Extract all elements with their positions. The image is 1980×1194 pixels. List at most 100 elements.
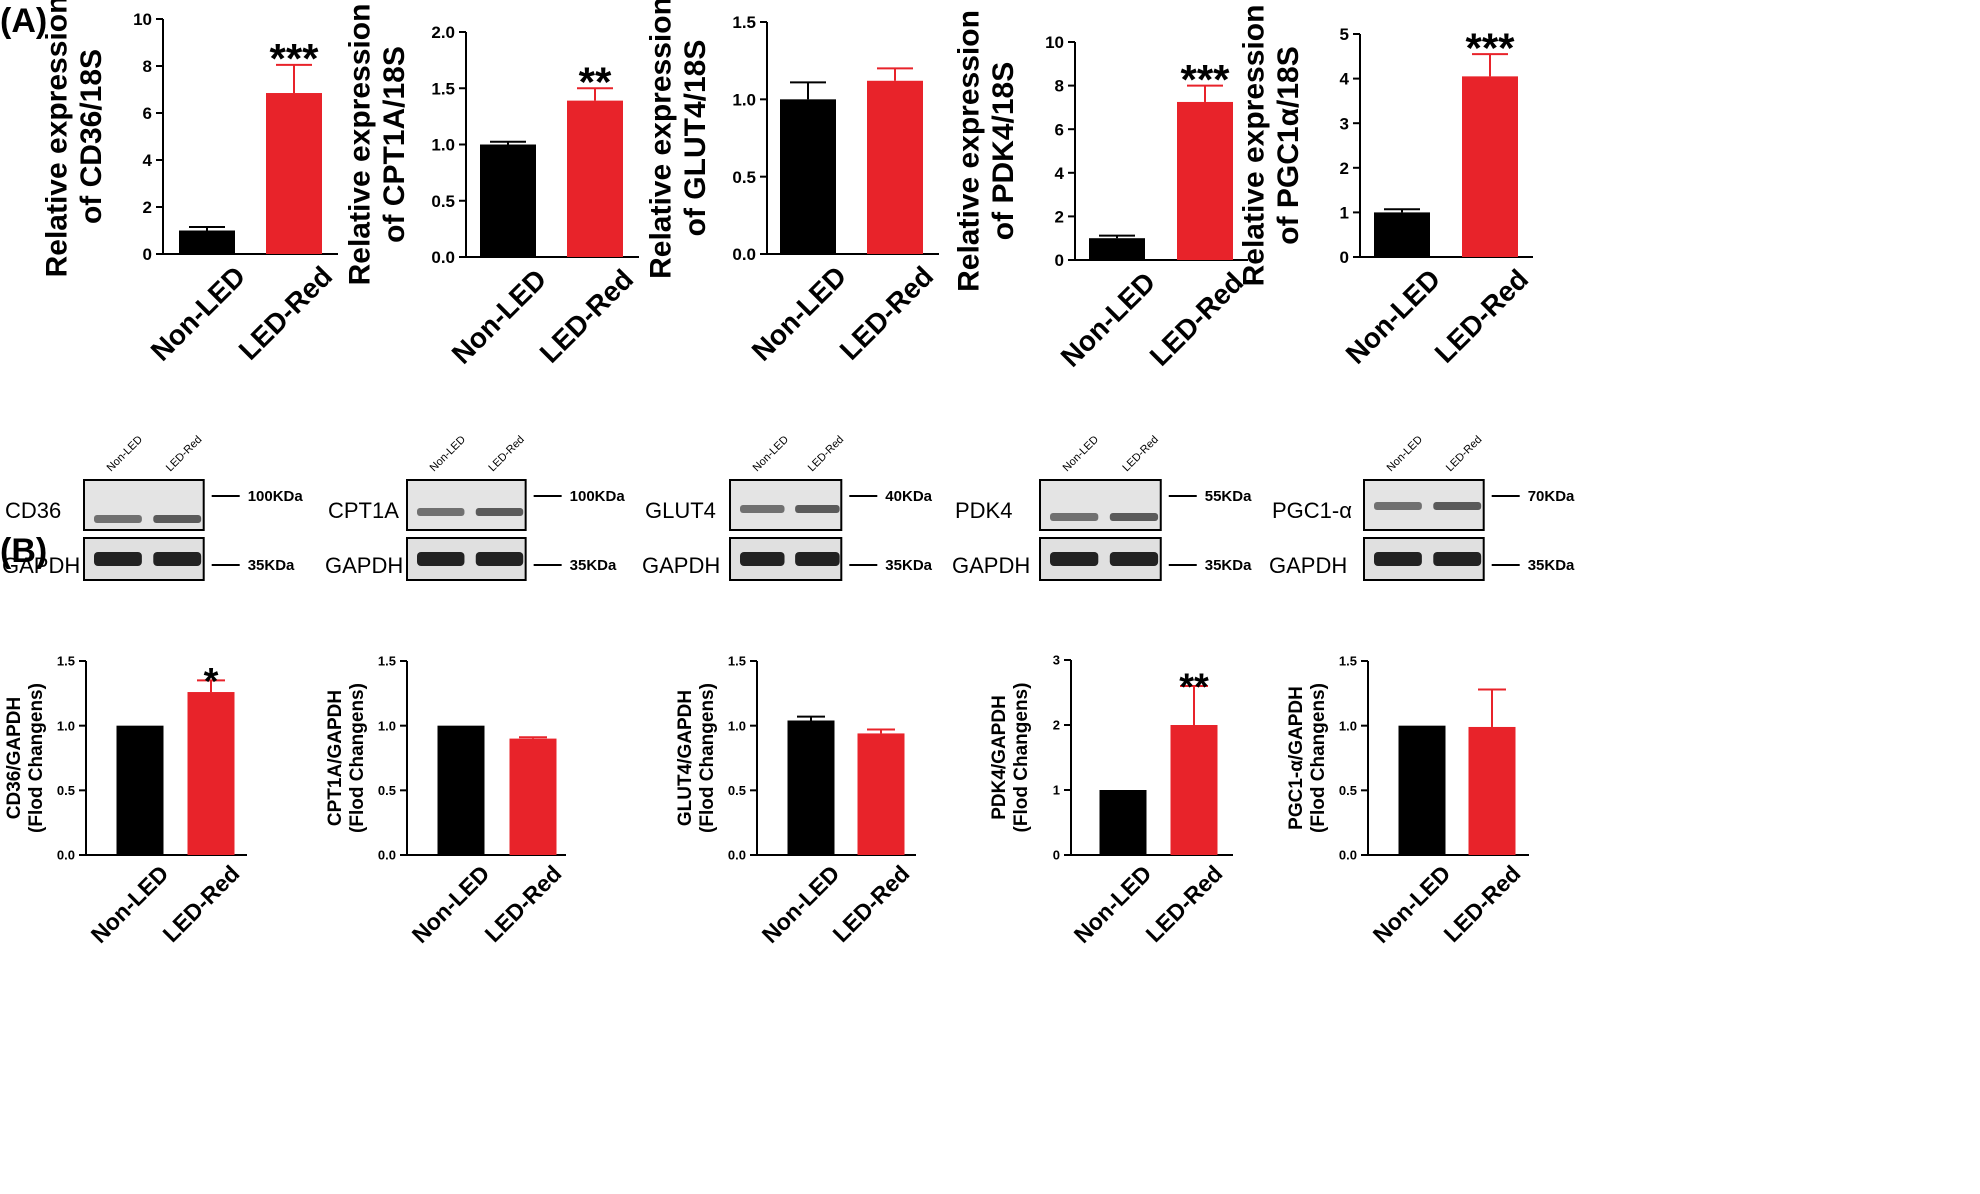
a3-y-tick-label: 0.5 — [732, 168, 756, 187]
b5-bar-led-red — [1468, 726, 1516, 855]
blot-protein-box — [406, 479, 527, 531]
a5-y-tick-label: 5 — [1340, 25, 1349, 44]
blot-loading-band — [1433, 552, 1482, 566]
a2-y-tick-label: 1.5 — [431, 79, 455, 98]
a4-bar-led-red — [1177, 101, 1233, 260]
b5-x-tick-label: LED-Red — [1438, 860, 1525, 947]
blot-5: Non-LED LED-Red PGC1-α GAPDH 70KDa 35KDa — [1269, 434, 1575, 581]
blot-loading-band — [1109, 552, 1159, 566]
b2-y-tick-label: 1.0 — [378, 718, 396, 733]
b4-chart: 0 1 2 3 PDK4/GAPDH(Flod Changens) Non-LEDLED-… — [989, 653, 1233, 948]
b5-bar-non-led — [1398, 725, 1446, 855]
b4-x-tick-label: Non-LED — [1069, 860, 1157, 948]
a2-y-tick-label: 2.0 — [431, 23, 455, 42]
b2-y-tick-label: 0.0 — [378, 848, 396, 863]
a4-y-label: Relative expressionof PDK4/18S — [953, 10, 1021, 292]
blot-protein-name: PGC1-α — [1272, 498, 1352, 523]
b2-bar-led-red — [509, 738, 557, 855]
a2-y-tick-label: 0.0 — [431, 248, 455, 267]
blot-loading-kda: 35KDa — [1205, 557, 1252, 574]
a4-chart: 0 2 4 6 8 10 Relative expressionof PDK4/18S Non… — [953, 10, 1250, 373]
a3-x-tick-label: LED-Red — [834, 260, 940, 366]
a3-y-label: Relative expressionof GLUT4/18S — [645, 0, 713, 279]
a1-x-tick-label: LED-Red — [233, 260, 339, 366]
a1-y-label-line2: of CD36/18S — [75, 49, 108, 224]
blot-loading-name: GAPDH — [1269, 553, 1347, 578]
a2-bar-non-led — [480, 144, 536, 257]
b5-chart: 0.0 0.5 1.0 1.5 PGC1-α/GAPDH(Flod Changens) N… — [1286, 654, 1529, 948]
b2-x-tick-label: LED-Red — [479, 860, 566, 947]
a4-x-tick-label: LED-Red — [1144, 266, 1250, 372]
b1-y-label-line2: (Flod Changens) — [26, 683, 47, 833]
a3-y-label-line1: Relative expression — [645, 0, 678, 279]
a2-y-tick-label: 0.5 — [431, 192, 455, 211]
a5-x-tick-label: Non-LED — [1340, 263, 1447, 370]
blot-1: Non-LED LED-Red CD36 GAPDH 100KDa 35KDa — [2, 434, 304, 581]
blot-lane-label: Non-LED — [751, 434, 792, 475]
b4-x-tick-label: LED-Red — [1140, 860, 1227, 947]
a5-y-tick-label: 1 — [1340, 204, 1349, 223]
b5-x-tick-label: Non-LED — [1368, 860, 1456, 948]
blot-protein-name: PDK4 — [955, 498, 1012, 523]
a2-y-label-line1: Relative expression — [344, 4, 377, 286]
panel-label-b: (B) — [0, 532, 47, 570]
panel-label-a: (A) — [0, 2, 47, 40]
b5-y-label-line1: PGC1-α/GAPDH — [1286, 686, 1307, 830]
blot-loading-band — [1050, 552, 1099, 566]
blot-loading-band — [795, 552, 840, 566]
blot-loading-kda: 35KDa — [1528, 557, 1575, 574]
blot-protein-kda: 100KDa — [570, 488, 626, 505]
b3-y-tick-label: 0.0 — [728, 848, 746, 863]
b3-y-tick-label: 1.5 — [728, 654, 746, 669]
blot-lane-label: Non-LED — [1385, 434, 1426, 475]
a1-bar-non-led — [179, 230, 235, 254]
blot-protein-name: GLUT4 — [645, 498, 716, 523]
blot-lane-label: Non-LED — [105, 434, 146, 475]
blot-band — [1109, 513, 1159, 521]
a2-x-tick-label: LED-Red — [534, 263, 640, 369]
a5-bar-non-led — [1374, 212, 1430, 257]
a2-bar-led-red — [567, 100, 623, 257]
blot-loading-band — [153, 552, 202, 566]
a5-chart: 0 1 2 3 4 5 Relative expressionof PGC1α/18S Non… — [1238, 5, 1535, 370]
blot-band — [417, 508, 465, 516]
blot-protein-kda: 40KDa — [885, 488, 932, 505]
blot-lane-label: LED-Red — [806, 434, 846, 474]
b4-y-tick-label: 0 — [1053, 848, 1060, 863]
blot-band — [795, 505, 840, 513]
a3-y-tick-label: 0.0 — [732, 245, 756, 264]
b3-chart: 0.0 0.5 1.0 1.5 GLUT4/GAPDH(Flod Changens) No… — [675, 654, 916, 948]
b1-significance: * — [204, 661, 219, 703]
a1-significance: *** — [269, 35, 319, 82]
blot-protein-name: CPT1A — [328, 498, 399, 523]
blot-protein-kda: 100KDa — [248, 488, 304, 505]
b4-bar-non-led — [1099, 790, 1147, 855]
b1-y-tick-label: 1.5 — [57, 654, 75, 669]
a1-y-tick-label: 4 — [143, 151, 153, 170]
a5-bar-led-red — [1462, 76, 1518, 258]
b5-y-tick-label: 1.5 — [1339, 654, 1357, 669]
blot-loading-kda: 35KDa — [885, 557, 932, 574]
b1-chart: 0.0 0.5 1.0 1.5 CD36/GAPDH(Flod Changens) Non… — [4, 654, 247, 948]
blot-2: Non-LED LED-Red CPT1A GAPDH 100KDa 35KDa — [325, 434, 626, 581]
b1-bar-led-red — [187, 692, 235, 855]
a1-y-tick-label: 6 — [143, 104, 152, 123]
a1-chart: 0 2 4 6 8 10 Relative expressionof CD36/18S Non… — [41, 0, 339, 367]
b3-bar-led-red — [857, 733, 905, 855]
a3-x-tick-label: Non-LED — [746, 260, 853, 367]
a3-y-tick-label: 1.5 — [732, 13, 756, 32]
blot-band — [1433, 502, 1482, 510]
b2-y-label-line1: CPT1A/GAPDH — [325, 690, 346, 826]
b1-y-label: CD36/GAPDH(Flod Changens) — [4, 683, 47, 833]
a1-y-label-line1: Relative expression — [41, 0, 74, 277]
b4-y-tick-label: 2 — [1053, 718, 1060, 733]
a5-significance: *** — [1465, 24, 1515, 71]
a3-y-label-line2: of GLUT4/18S — [679, 40, 712, 237]
blot-lane-label: LED-Red — [486, 434, 526, 474]
a2-y-tick-label: 1.0 — [431, 136, 455, 155]
a4-y-label-line1: Relative expression — [953, 10, 986, 292]
b3-y-label-line1: GLUT4/GAPDH — [675, 690, 696, 826]
a1-y-tick-label: 10 — [133, 10, 152, 29]
